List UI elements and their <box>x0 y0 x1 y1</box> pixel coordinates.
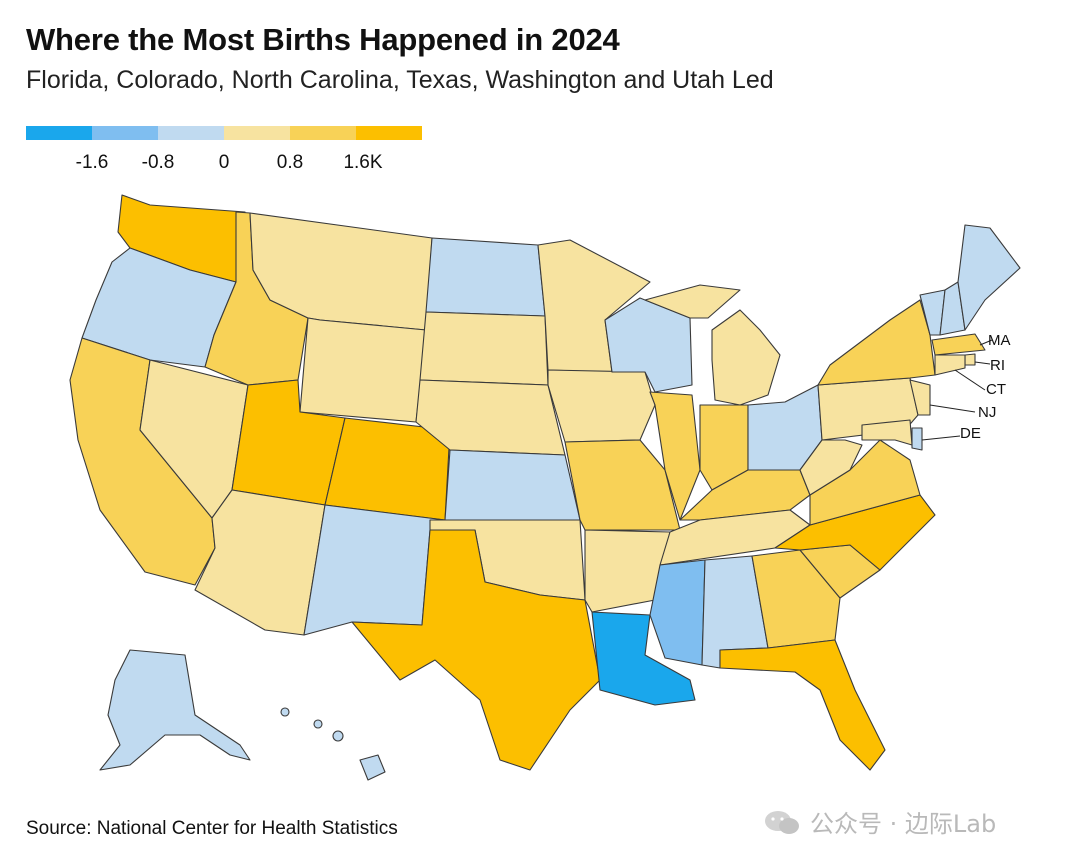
legend-tick-4: 0.8 <box>276 152 304 173</box>
state-kansas[interactable] <box>444 449 581 521</box>
leader-ri <box>974 361 991 365</box>
legend-swatch-1 <box>26 126 92 140</box>
wechat-icon <box>765 810 799 834</box>
label-ri: RI <box>990 357 1005 374</box>
source-note: Source: National Center for Health Stati… <box>26 818 398 839</box>
label-de: DE <box>960 425 981 442</box>
legend-swatch-6 <box>356 126 422 140</box>
label-nj: NJ <box>978 404 996 421</box>
state-maine[interactable] <box>957 224 1021 331</box>
leader-ma <box>979 339 993 346</box>
state-hawaii-island-1[interactable] <box>280 707 290 717</box>
chart-title: Where the Most Births Happened in 2024 <box>26 22 620 57</box>
state-hawaii[interactable] <box>359 754 386 781</box>
state-texas[interactable] <box>351 529 601 771</box>
legend-swatch-3 <box>158 126 224 140</box>
state-iowa[interactable] <box>547 369 656 443</box>
state-mississippi[interactable] <box>649 559 706 666</box>
legend-tick-1: -1.6 <box>75 152 109 173</box>
state-georgia[interactable] <box>751 549 841 649</box>
legend-tick-3: 0 <box>218 152 230 173</box>
state-florida[interactable] <box>719 639 886 771</box>
leader-nj <box>929 404 976 413</box>
wechat-watermark: 公众号 · 边际Lab <box>762 804 996 839</box>
state-alaska[interactable] <box>99 649 251 771</box>
chart-subtitle: Florida, Colorado, North Carolina, Texas… <box>26 66 774 94</box>
label-ma: MA <box>988 332 1011 349</box>
leader-de <box>921 435 961 441</box>
legend-color-bar <box>26 126 422 140</box>
state-rhode-island[interactable] <box>964 353 976 366</box>
state-new-jersey[interactable] <box>909 379 931 416</box>
us-states-map: MA RI CT NJ DE <box>69 194 1021 781</box>
state-north-dakota[interactable] <box>425 237 546 317</box>
label-ct: CT <box>986 381 1006 398</box>
state-michigan[interactable] <box>644 284 781 406</box>
state-arkansas[interactable] <box>584 529 671 613</box>
state-maryland[interactable] <box>861 419 913 446</box>
state-louisiana[interactable] <box>591 611 696 706</box>
state-wyoming[interactable] <box>299 317 427 423</box>
state-massachusetts[interactable] <box>931 333 986 356</box>
state-new-york[interactable] <box>817 299 936 386</box>
legend-tick-5: 1.6K <box>343 152 383 173</box>
legend-tick-2: -0.8 <box>141 152 175 173</box>
legend-swatch-4 <box>224 126 290 140</box>
state-south-dakota[interactable] <box>419 311 549 386</box>
legend-swatch-5 <box>290 126 356 140</box>
color-legend: -1.6 -0.8 0 0.8 1.6K <box>26 126 426 176</box>
state-hawaii-island-2[interactable] <box>313 719 323 729</box>
state-hawaii-island-3[interactable] <box>332 730 344 742</box>
state-oregon[interactable] <box>81 247 237 368</box>
state-connecticut[interactable] <box>934 354 966 376</box>
watermark-text: 公众号 · 边际Lab <box>810 810 997 838</box>
leader-ct <box>954 369 986 391</box>
state-delaware[interactable] <box>911 427 923 451</box>
legend-swatch-2 <box>92 126 158 140</box>
